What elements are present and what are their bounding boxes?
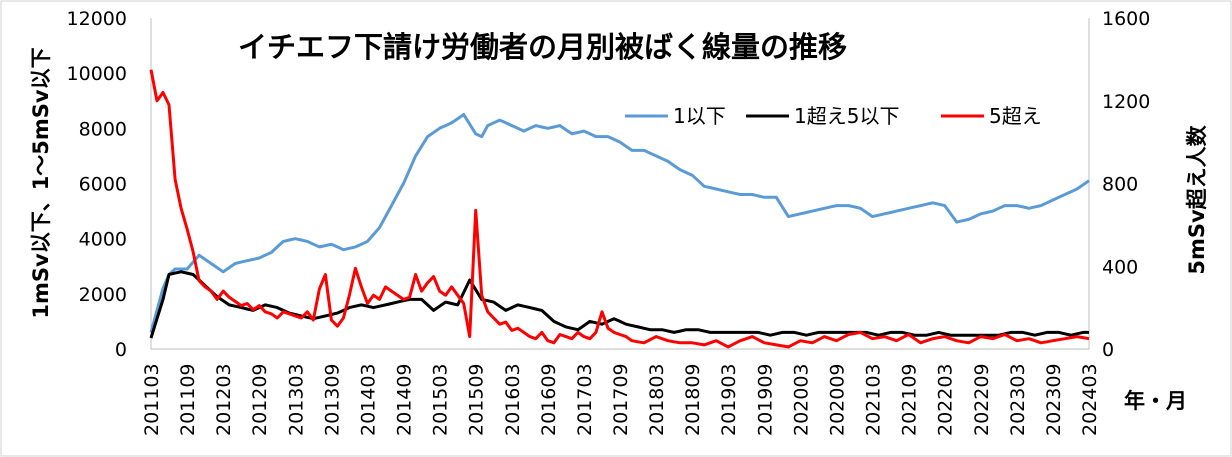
- x-tick-label: 201603: [502, 363, 524, 436]
- y-left-tick-label: 10000: [67, 63, 127, 85]
- x-tick-label: 201503: [430, 363, 452, 436]
- x-tick-label: 202309: [1043, 363, 1065, 436]
- x-tick-label: 202403: [1079, 363, 1101, 436]
- series-layer: [149, 69, 1090, 349]
- y-right-tick-label: 1200: [1102, 91, 1150, 113]
- y-right-tick-label: 400: [1102, 256, 1138, 278]
- series-line-1以下: [149, 113, 1090, 333]
- y-left-tick-label: 12000: [67, 8, 127, 30]
- x-tick-label: 201709: [610, 363, 632, 436]
- y-right-tick-label: 800: [1102, 174, 1138, 196]
- x-tick-label: 202303: [1007, 363, 1029, 436]
- x-tick-label: 201103: [141, 363, 163, 436]
- x-tick-label: 201203: [213, 363, 235, 436]
- chart-title: イチエフ下請け労働者の月別被ばく線量の推移: [238, 30, 847, 64]
- x-tick-label: 202103: [863, 363, 885, 436]
- x-tick-label: 201703: [574, 363, 596, 436]
- x-tick-label: 201303: [285, 363, 307, 436]
- y-left-tick-label: 8000: [79, 118, 127, 140]
- x-tick-label: 201109: [177, 363, 199, 436]
- legend-label-1以下: 1以下: [673, 104, 726, 128]
- x-axis-title: 年・月: [1124, 389, 1187, 413]
- y-right-tick-label: 0: [1102, 339, 1114, 361]
- x-tick-label: 201209: [249, 363, 271, 436]
- x-tick-label: 202109: [899, 363, 921, 436]
- y-left-tick-label: 0: [115, 339, 127, 361]
- y-left-tick-label: 6000: [79, 174, 127, 196]
- x-tick-label: 201309: [321, 363, 343, 436]
- x-tick-label: 201609: [538, 363, 560, 436]
- x-tick-label: 202203: [935, 363, 957, 436]
- x-tick-label: 201809: [682, 363, 704, 436]
- x-tick-label: 201403: [357, 363, 379, 436]
- x-tick-label: 202003: [790, 363, 812, 436]
- legend-label-5超え: 5超え: [989, 104, 1042, 128]
- y-left-tick-label: 2000: [79, 284, 127, 306]
- y-axis-left-title: 1mSv以下、1～5mSv以下: [29, 47, 53, 318]
- y-right-tick-label: 1600: [1102, 8, 1150, 30]
- x-tick-label: 201803: [646, 363, 668, 436]
- y-axis-right-title: 5mSv超え人数: [1185, 124, 1209, 274]
- x-tick-label: 201903: [718, 363, 740, 436]
- y-left-tick-label: 4000: [79, 229, 127, 251]
- series-line-1超え5以下: [149, 270, 1089, 339]
- x-tick-label: 201409: [394, 363, 416, 436]
- x-tick-label: 201909: [754, 363, 776, 436]
- legend: 1以下 1超え5以下 5超え: [625, 104, 1042, 128]
- x-tick-label: 202209: [971, 363, 993, 436]
- legend-label-1超え5以下: 1超え5以下: [794, 104, 899, 128]
- series-line-5超え: [149, 69, 1090, 349]
- x-tick-label: 201509: [466, 363, 488, 436]
- ticks-layer: 0 2000 4000 6000 8000 10000 12000 0 400 800 1200 16…: [67, 8, 1151, 436]
- x-tick-label: 202009: [826, 363, 848, 436]
